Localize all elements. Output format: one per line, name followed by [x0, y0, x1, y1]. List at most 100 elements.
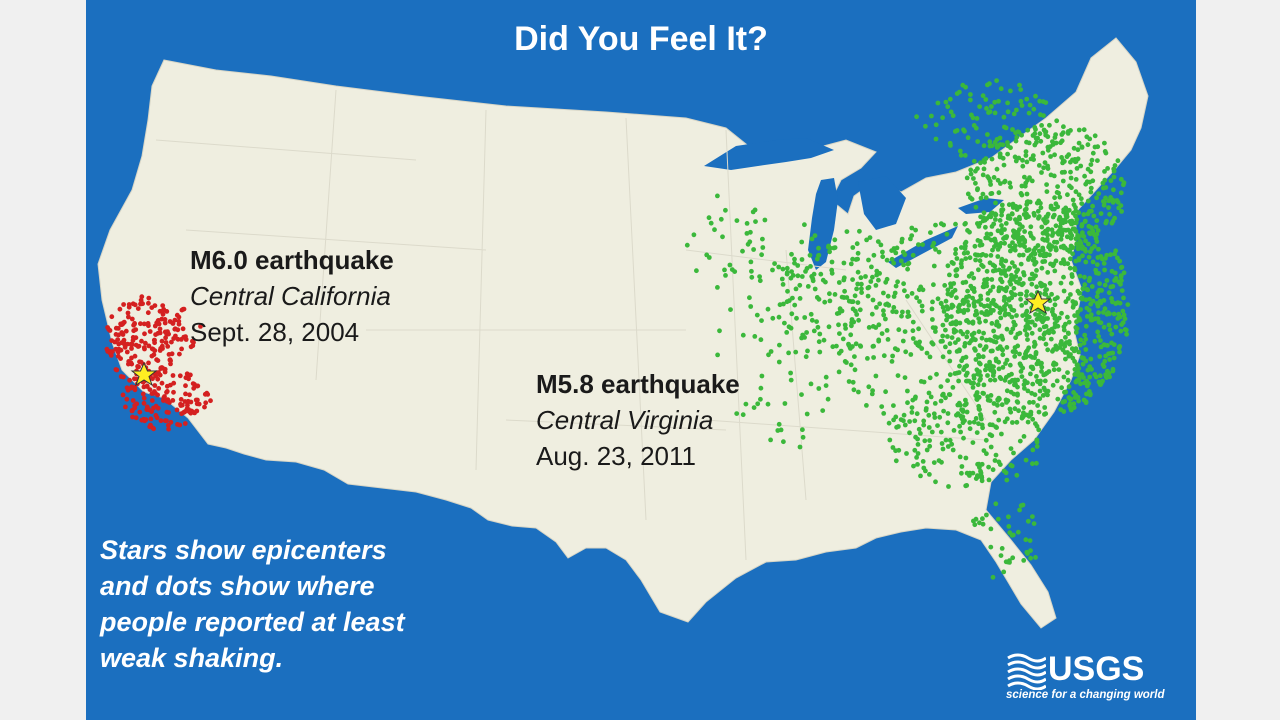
report-dot	[1069, 218, 1075, 224]
report-dot	[1076, 140, 1082, 146]
report-dot	[792, 260, 797, 266]
report-dot	[843, 326, 848, 331]
report-dot	[1017, 438, 1023, 444]
report-dot	[987, 81, 992, 87]
report-dot	[875, 239, 881, 245]
report-dot	[782, 401, 788, 406]
report-dot	[940, 338, 945, 344]
report-dot	[1044, 219, 1049, 225]
report-dot	[1111, 311, 1117, 317]
virginia-epicenter-star-icon	[1024, 289, 1052, 315]
report-dot	[1070, 355, 1076, 361]
report-dot	[825, 396, 831, 402]
report-dot	[1008, 88, 1013, 94]
report-dot	[919, 346, 925, 351]
report-dot	[1095, 228, 1101, 233]
report-dot	[893, 448, 898, 454]
report-dot	[1075, 362, 1080, 368]
report-dot	[1001, 236, 1006, 242]
report-dot	[1015, 384, 1020, 390]
report-dot	[829, 259, 835, 265]
report-dot	[155, 405, 161, 411]
report-dot	[848, 261, 854, 267]
report-dot	[1036, 248, 1042, 254]
report-dot	[772, 261, 777, 266]
report-dot	[947, 392, 953, 398]
report-dot	[973, 516, 979, 522]
report-dot	[1093, 224, 1099, 230]
report-dot	[975, 139, 981, 144]
report-dot	[1025, 419, 1031, 425]
report-dot	[1009, 371, 1014, 377]
report-dot	[983, 318, 988, 324]
report-dot	[169, 339, 174, 345]
report-dot	[178, 397, 184, 402]
report-dot	[924, 447, 930, 453]
report-dot	[1045, 316, 1050, 321]
report-dot	[800, 427, 805, 433]
report-dot	[203, 400, 209, 406]
report-dot	[793, 286, 799, 292]
report-dot	[1113, 248, 1119, 254]
report-dot	[1076, 398, 1081, 404]
report-dot	[958, 261, 964, 267]
report-dot	[840, 336, 846, 342]
report-dot	[205, 392, 211, 397]
report-dot	[947, 372, 953, 378]
report-dot	[905, 309, 911, 315]
report-dot	[784, 299, 790, 305]
report-dot	[978, 160, 983, 166]
report-dot	[1054, 239, 1060, 245]
report-dot	[978, 195, 984, 201]
report-dot	[1096, 246, 1101, 252]
report-dot	[971, 419, 977, 425]
report-dot	[147, 387, 153, 392]
report-dot	[996, 190, 1002, 196]
report-dot	[1002, 296, 1008, 301]
report-dot	[1087, 296, 1092, 302]
report-dot	[196, 401, 202, 407]
report-dot	[832, 292, 838, 297]
report-dot	[1020, 281, 1026, 286]
report-dot	[890, 445, 896, 450]
report-dot	[1119, 264, 1125, 270]
report-dot	[1080, 361, 1086, 367]
report-dot	[839, 294, 845, 300]
report-dot	[164, 418, 169, 424]
report-dot	[1071, 390, 1076, 395]
report-dot	[889, 248, 895, 254]
report-dot	[909, 405, 915, 410]
report-dot	[1023, 537, 1029, 543]
report-dot	[1058, 220, 1064, 226]
report-dot	[971, 330, 977, 336]
report-dot	[1007, 379, 1013, 385]
report-dot	[1005, 140, 1010, 145]
report-dot	[128, 360, 134, 365]
report-dot	[1020, 157, 1025, 163]
report-dot	[1025, 337, 1030, 342]
report-dot	[1105, 166, 1110, 171]
report-dot	[998, 261, 1004, 267]
report-dot	[932, 415, 938, 420]
report-dot	[979, 478, 985, 484]
report-dot	[1019, 103, 1025, 108]
report-dot	[981, 143, 987, 149]
report-dot	[881, 308, 886, 314]
report-dot	[985, 297, 991, 302]
report-dot	[958, 429, 963, 435]
report-dot	[794, 315, 799, 321]
report-dot	[715, 352, 720, 358]
report-dot	[1016, 239, 1022, 245]
report-dot	[981, 281, 987, 286]
report-dot	[1080, 246, 1085, 251]
report-dot	[183, 391, 188, 397]
report-dot	[923, 406, 929, 411]
report-dot	[1094, 262, 1100, 267]
report-dot	[748, 259, 754, 265]
report-dot	[168, 419, 174, 425]
california-date: Sept. 28, 2004	[190, 317, 360, 347]
report-dot	[909, 291, 915, 296]
report-dot	[964, 175, 970, 181]
report-dot	[752, 334, 758, 339]
report-dot	[1102, 282, 1108, 288]
